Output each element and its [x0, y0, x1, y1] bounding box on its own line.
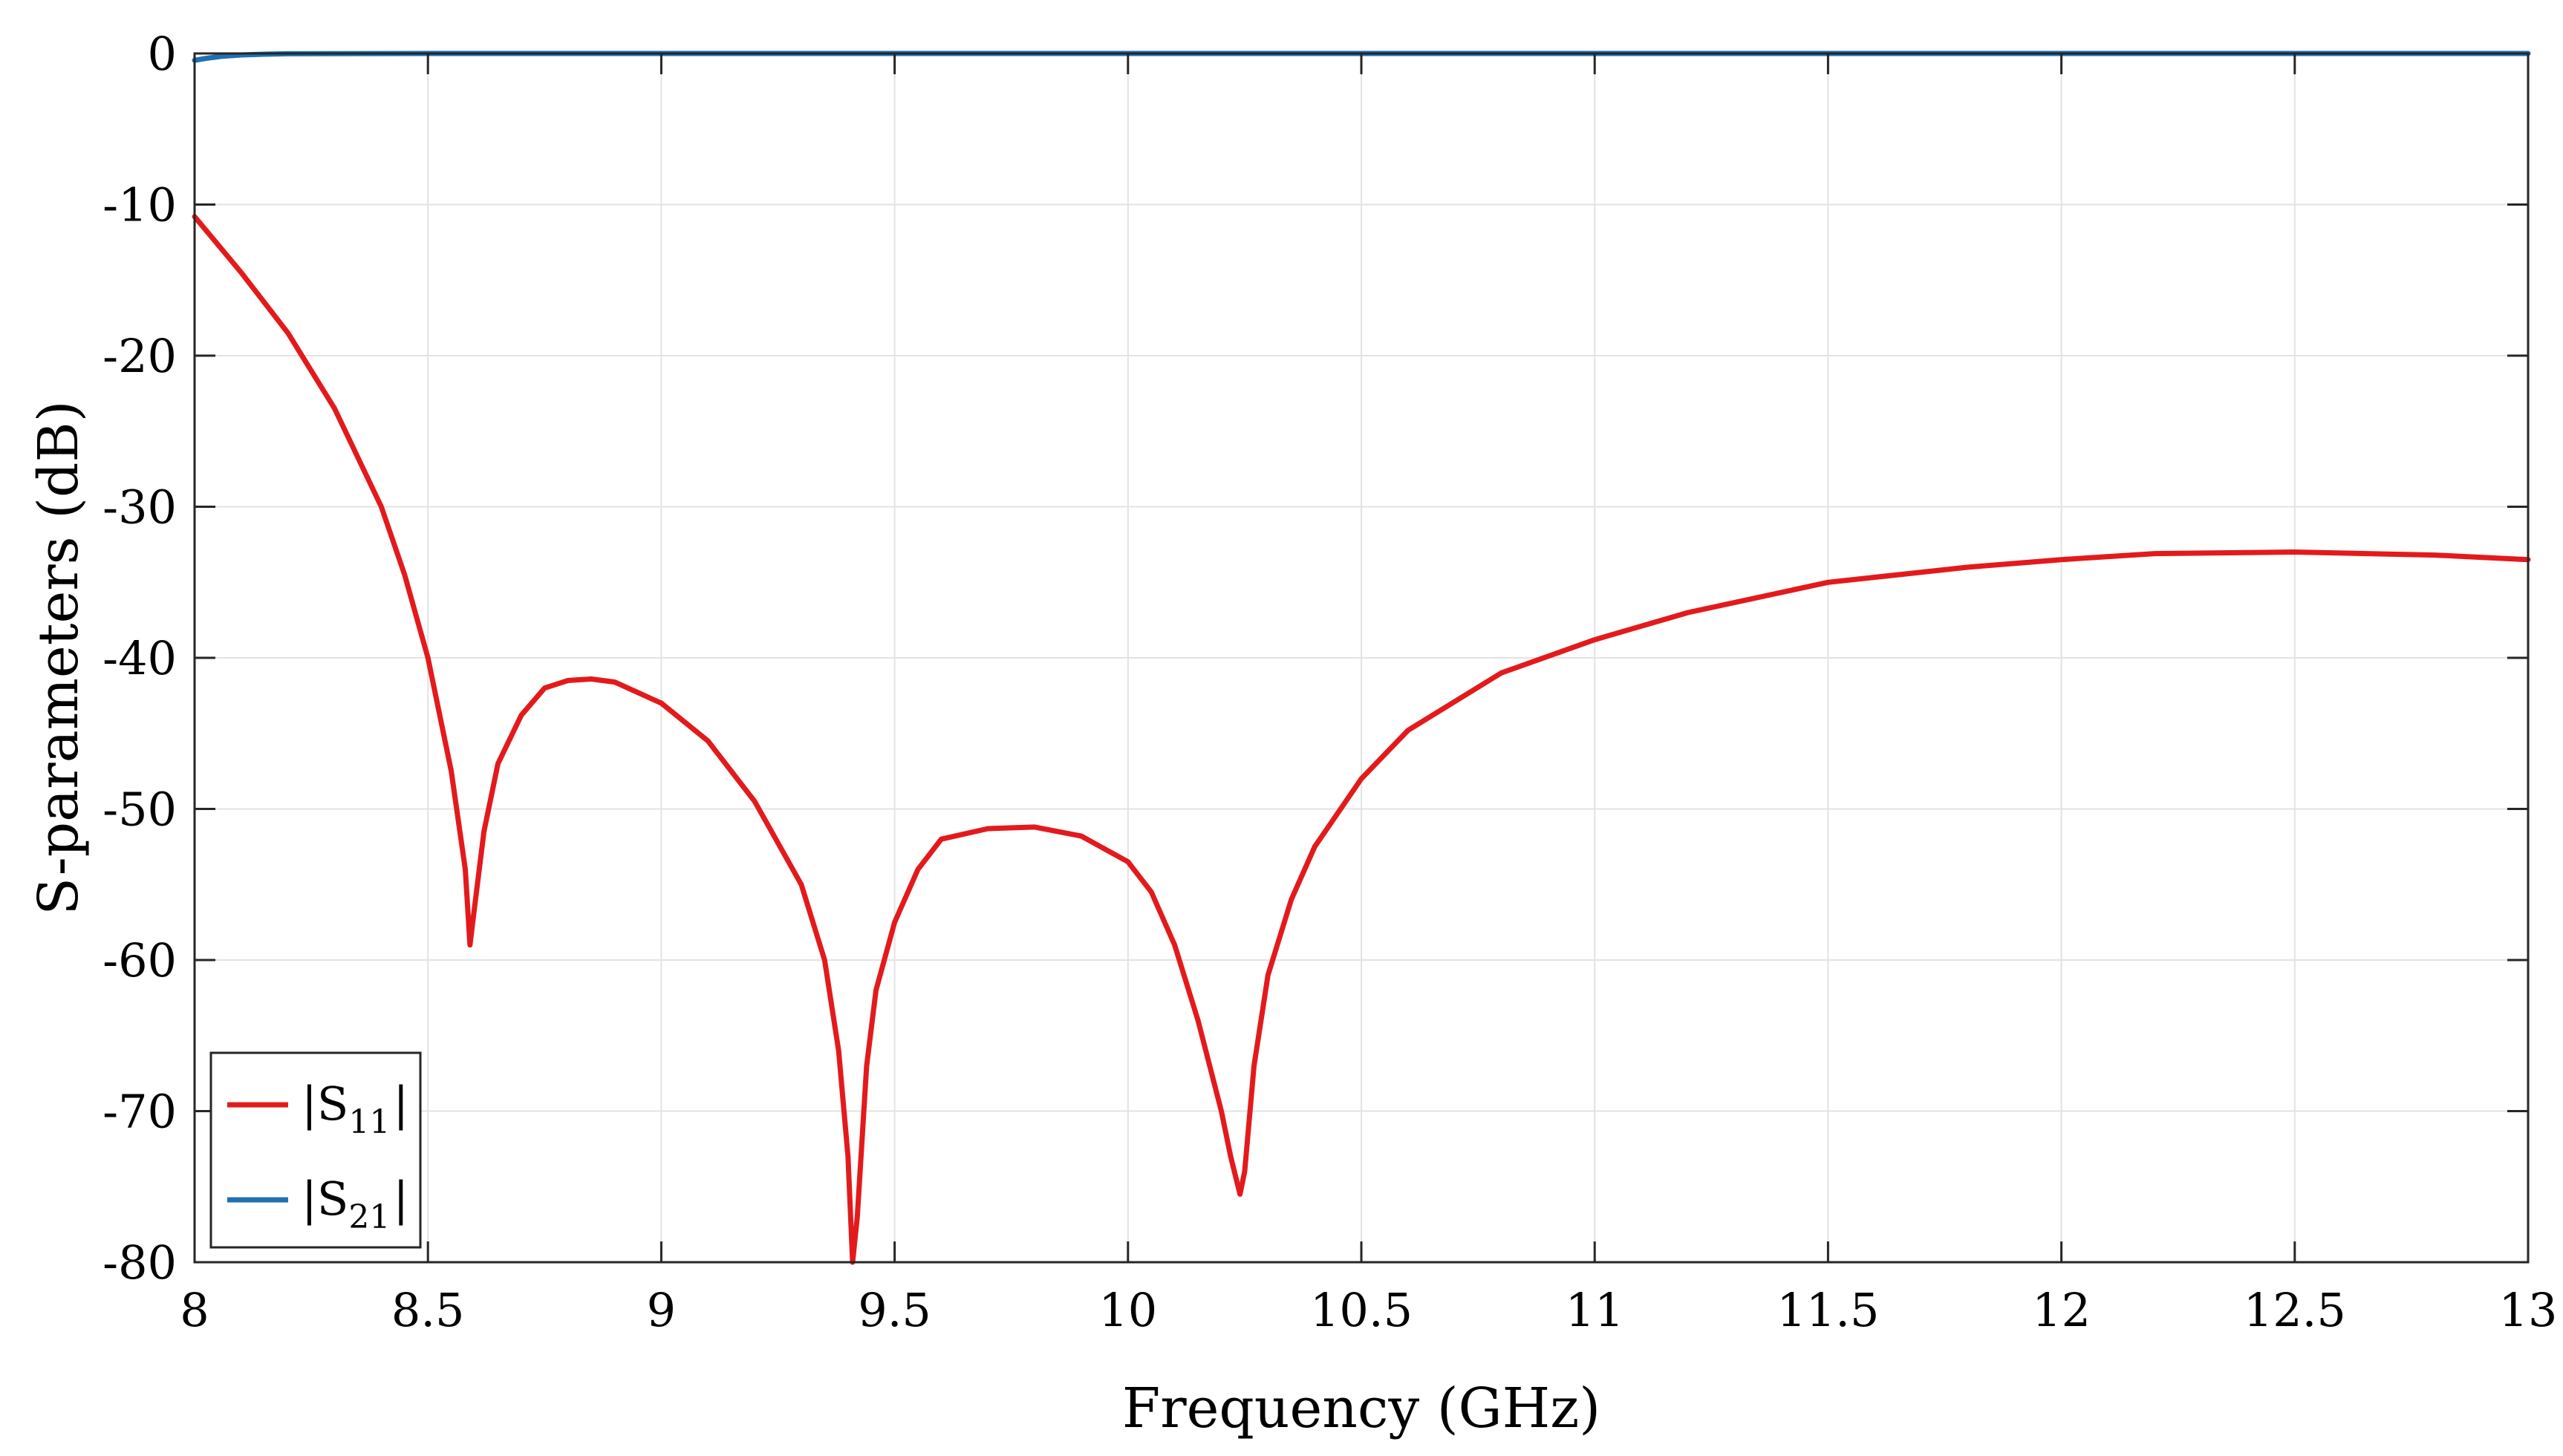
x-tick-label: 10.5	[1310, 1283, 1413, 1337]
series-line-s11	[192, 214, 2531, 1265]
x-tick-label: 11	[1566, 1283, 1624, 1337]
y-tick-label: -20	[102, 329, 177, 383]
legend-entry: |S21|	[302, 1172, 408, 1236]
x-tick-label: 10	[1098, 1283, 1157, 1337]
legend: |S11| |S21|	[209, 1051, 422, 1249]
y-tick-label: 0	[148, 27, 177, 81]
y-tick-label: -50	[102, 783, 177, 837]
x-tick-label: 12.5	[2244, 1283, 2346, 1337]
y-tick-label: -80	[102, 1235, 177, 1290]
y-tick-label: -60	[102, 933, 177, 987]
y-axis-label: S-parameters (dB)	[27, 400, 91, 915]
x-tick-label: 8	[180, 1283, 209, 1337]
y-tick-label: -40	[102, 631, 177, 685]
y-tick-labels: 0 -10 -20 -30 -40 -50 -60 -70 -80	[102, 27, 177, 1290]
y-tick-label: -10	[102, 178, 177, 232]
legend-box	[209, 1051, 422, 1249]
x-tick-label: 9.5	[858, 1283, 931, 1337]
y-tick-label: -30	[102, 480, 177, 535]
x-tick-label: 9	[647, 1283, 676, 1337]
x-tick-label: 12	[2032, 1283, 2091, 1337]
x-tick-label: 11.5	[1776, 1283, 1879, 1337]
legend-entry: |S11|	[302, 1077, 408, 1141]
x-tick-label: 8.5	[391, 1283, 465, 1337]
x-tick-labels: 8 8.5 9 9.5 10 10.5 11 11.5 12 12.5 13	[180, 1283, 2557, 1337]
y-tick-label: -70	[102, 1085, 177, 1139]
grid	[194, 53, 2529, 1263]
x-axis-label: Frequency (GHz)	[1122, 1377, 1600, 1440]
x-tick-label: 13	[2499, 1283, 2558, 1337]
